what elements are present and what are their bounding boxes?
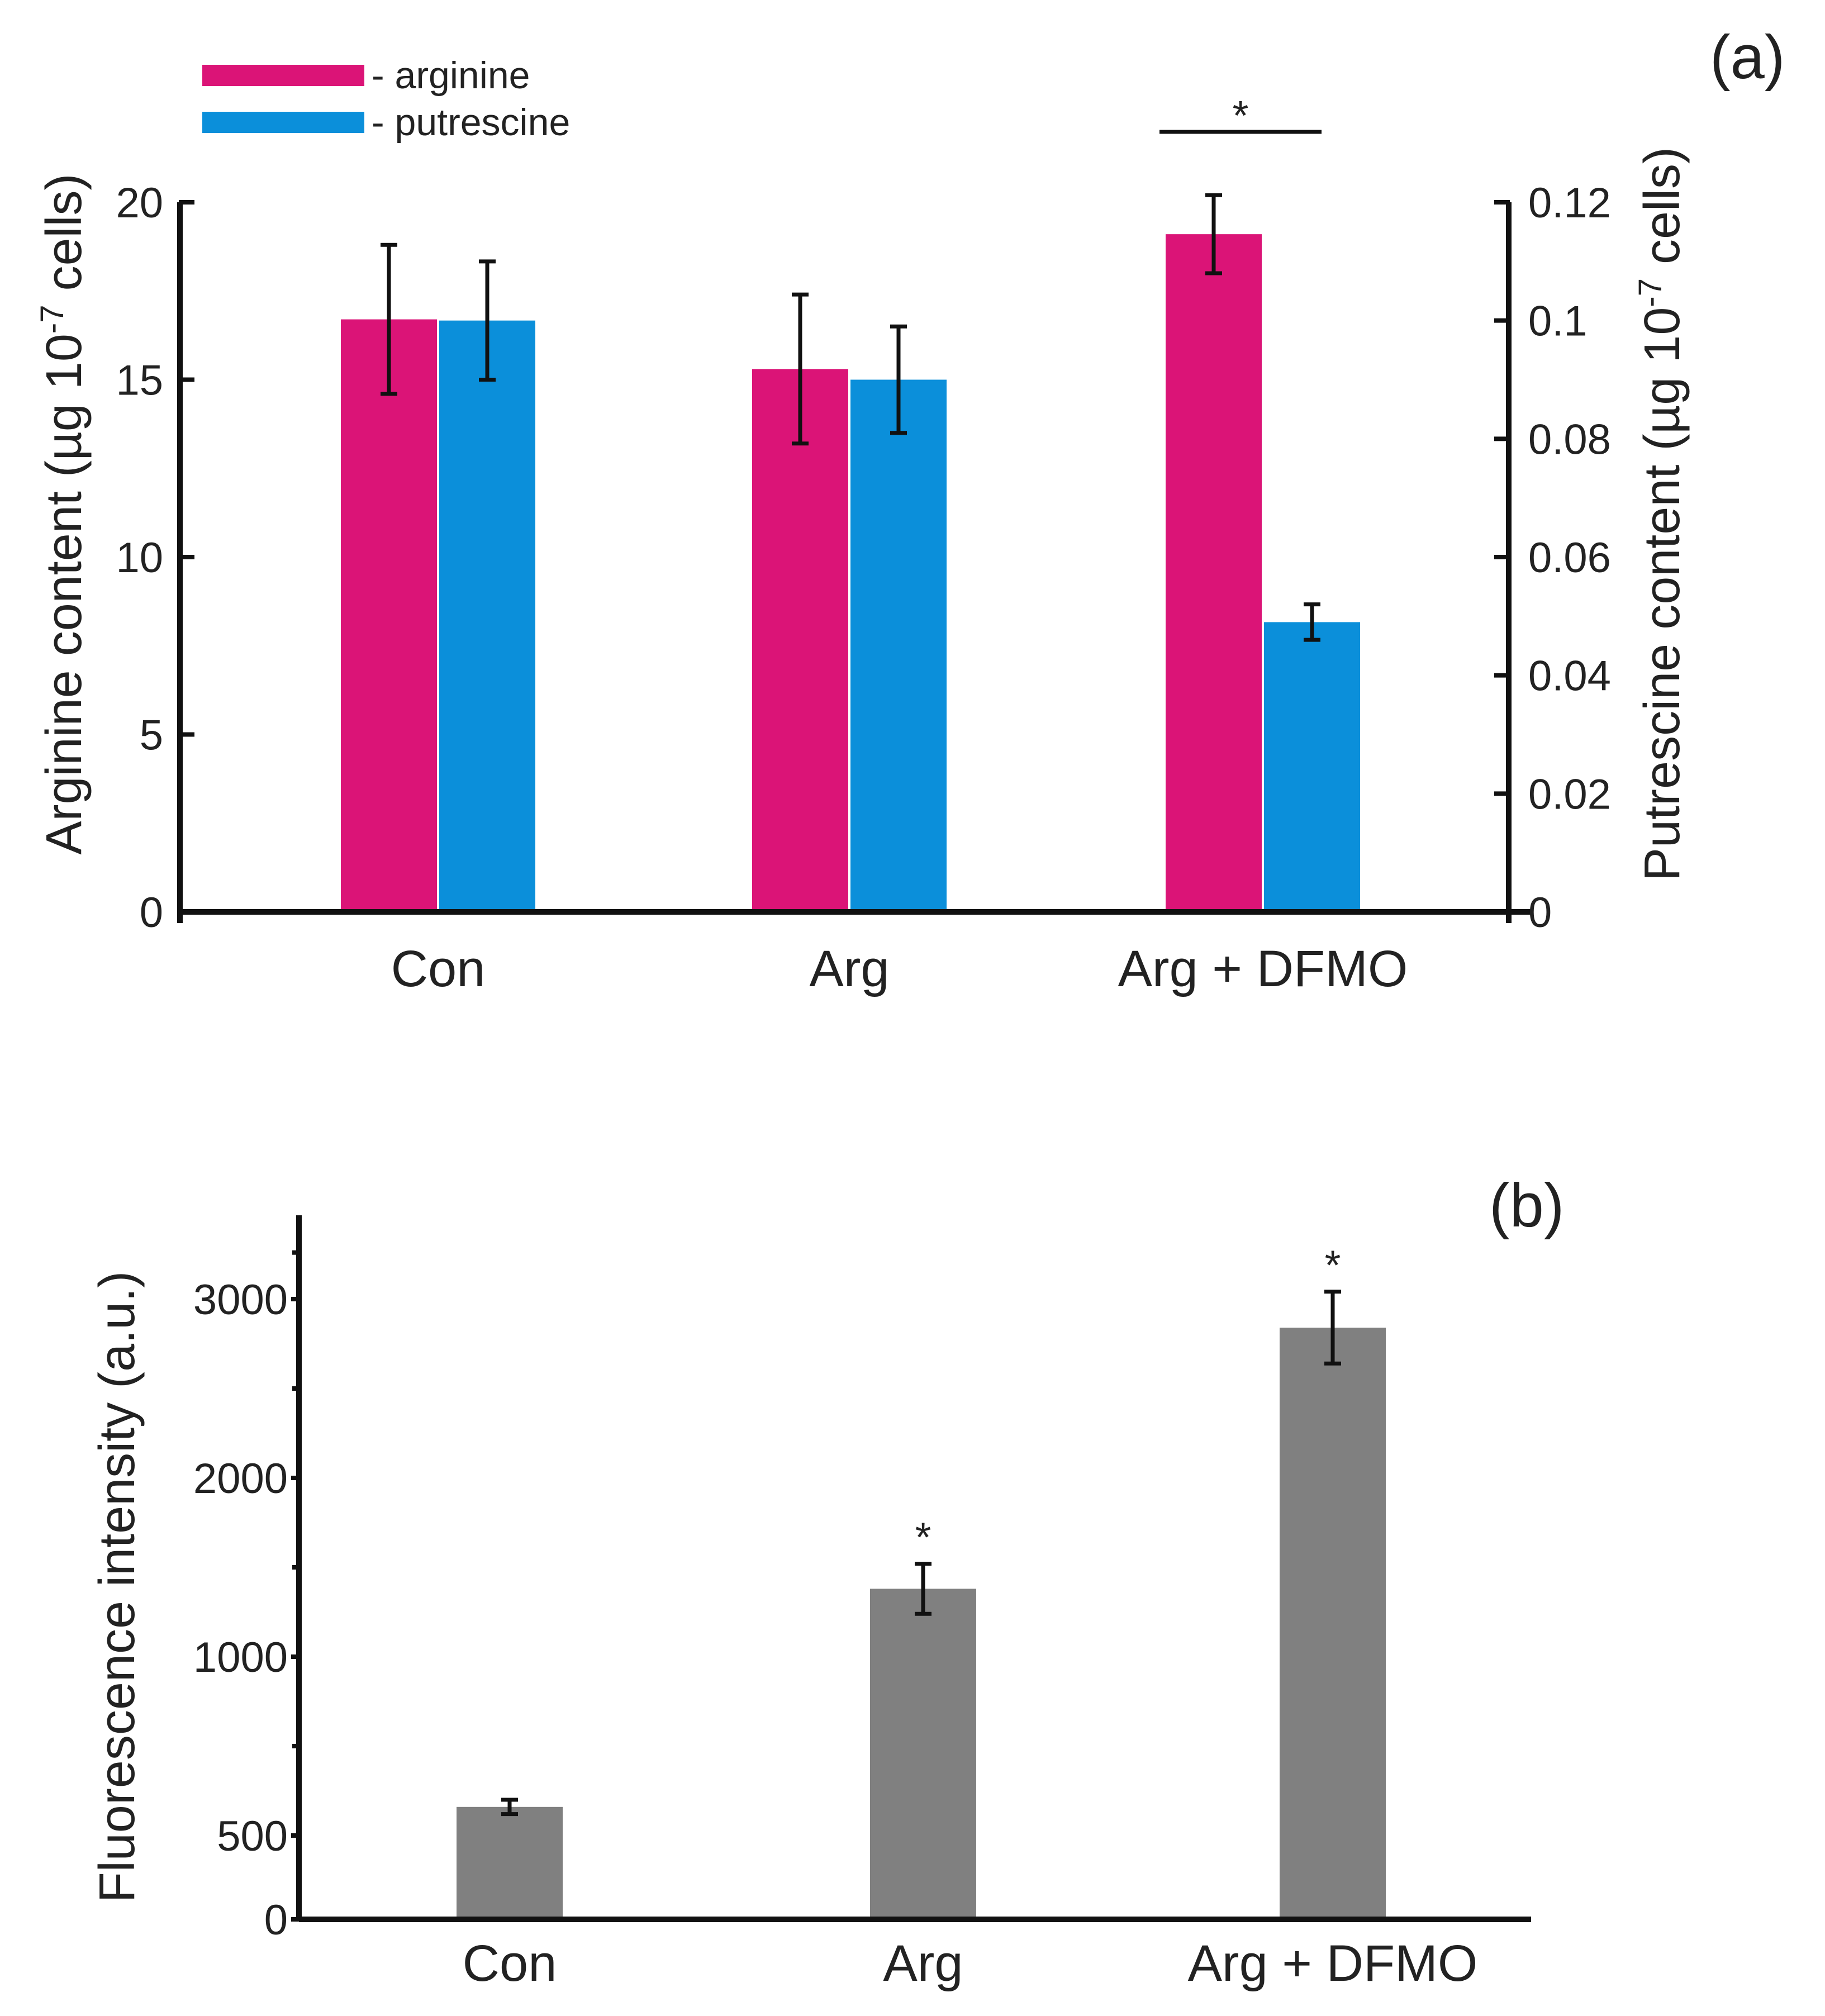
bar-arginine-arg-dfmo [1166,234,1262,912]
bar-putrescine-arg [850,379,947,912]
panel-b-ticks: 0 500 1000 2000 3000 [193,1250,301,1944]
legend-swatch-arginine [202,65,364,86]
panel-a-significance: * [1159,92,1322,139]
bar-fluorescence-con [457,1806,563,1919]
error-bar-fluorescence-arg [915,1562,931,1616]
panel-b-category-labels: Con Arg Arg + DFMO [463,1935,1478,1992]
panel-b-chart: (b) Fluorescence intensity (a.u.) 0 500 10… [89,1171,1564,1992]
y-tick-label-b-2000: 2000 [193,1455,288,1503]
y-axis-title-right: Putrescine content (µg 10-7 cells) [1632,147,1690,881]
legend-label-arginine: - arginine [372,54,530,97]
panel-a-chart: (a) - arginine - putrescine Arginine con… [34,23,1785,997]
category-label-b-con: Con [463,1935,557,1992]
legend-label-putrescine: - putrescine [372,101,570,144]
error-bar-fluorescence-con [501,1798,518,1817]
significance-star-arg-dfmo: * [1325,1242,1341,1288]
panel-a-category-labels: Con Arg Arg + DFMO [391,940,1408,997]
bar-fluorescence-arg-dfmo [1280,1328,1386,1919]
significance-star-a: * [1233,92,1249,139]
panel-b-significance: ** [915,1242,1341,1561]
category-label-b-arg: Arg [883,1935,963,1992]
error-bar-arginine-arg [792,292,809,446]
significance-star-arg: * [915,1514,931,1561]
panel-b-label: (b) [1489,1171,1564,1240]
bar-arginine-con [341,319,437,912]
y-tick-label-b-1000: 1000 [193,1634,288,1681]
error-bar-putrescine-arg [890,324,907,435]
y-axis-title-b: Fluorescence intensity (a.u.) [89,1271,145,1903]
y-tick-label-b-0: 0 [264,1896,288,1944]
y-tick-label-right-0: 0 [1528,889,1552,936]
category-label-arg: Arg [809,940,889,997]
panel-a-ticks: 0 5 10 15 20 0 0.02 0.04 0.06 0.08 0.1 0.12 [116,179,1610,936]
error-bar-arginine-arg-dfmo [1205,193,1222,275]
panel-a-bars [341,234,1360,912]
y-tick-label-right-0-1: 0.1 [1528,298,1588,345]
y-tick-label-right-0-02: 0.02 [1528,771,1611,818]
y-tick-label-left-15: 15 [116,357,163,405]
y-axis-title-left: Arginine content (µg 10-7 cells) [34,173,92,854]
error-bar-putrescine-arg-dfmo [1304,602,1320,642]
y-tick-label-b-3000: 3000 [193,1276,288,1324]
error-bar-arginine-con [381,243,397,396]
panel-a-label: (a) [1710,23,1785,92]
y-tick-label-right-0-12: 0.12 [1528,179,1611,227]
bar-fluorescence-arg [870,1589,976,1919]
error-bar-fluorescence-arg-dfmo [1324,1290,1341,1366]
bar-putrescine-arg-dfmo [1264,622,1360,912]
y-tick-label-right-0-06: 0.06 [1528,534,1611,582]
y-tick-label-right-0-08: 0.08 [1528,416,1611,463]
y-tick-label-left-0: 0 [140,889,163,936]
y-tick-label-left-5: 5 [140,712,163,759]
y-tick-label-left-10: 10 [116,534,163,582]
panel-a-error-bars [381,193,1320,642]
legend-swatch-putrescine [202,112,364,133]
y-tick-label-right-0-04: 0.04 [1528,653,1611,700]
y-tick-label-left-20: 20 [116,179,163,227]
bar-putrescine-con [439,320,535,912]
bar-arginine-arg [752,369,848,912]
error-bar-putrescine-con [479,259,496,382]
panel-b-error-bars [501,1290,1341,1817]
category-label-b-arg-dfmo: Arg + DFMO [1188,1935,1478,1992]
category-label-con: Con [391,940,486,997]
panel-b-bars [457,1328,1386,1919]
y-tick-label-b-500: 500 [217,1813,288,1860]
category-label-arg-dfmo: Arg + DFMO [1118,940,1408,997]
